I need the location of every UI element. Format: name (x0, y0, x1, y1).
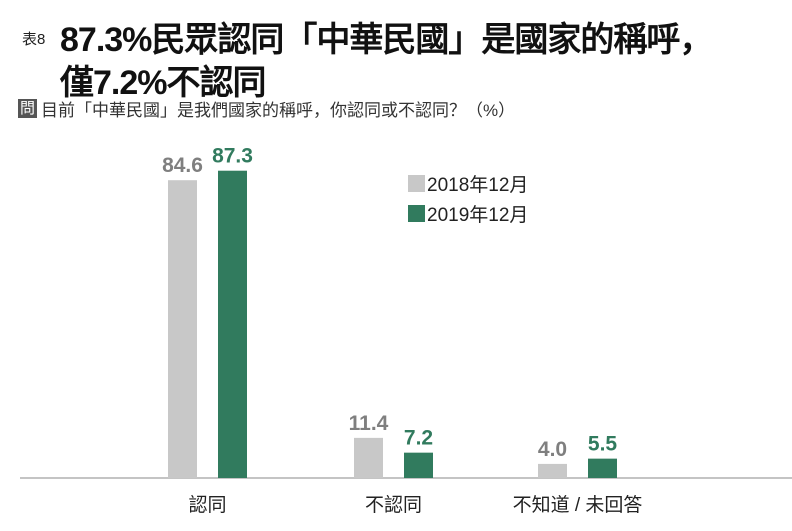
legend-swatch (408, 175, 425, 192)
question-text: 目前「中華民國」是我們國家的稱呼，你認同或不認同？（%） (41, 101, 516, 120)
legend-swatch (408, 205, 425, 222)
bar (354, 437, 383, 478)
question-badge: 問 (18, 99, 38, 118)
bar (218, 170, 247, 479)
data-label: 5.5 (588, 433, 618, 456)
data-label: 7.2 (404, 427, 433, 450)
legend-label: 2019年12月 (427, 204, 528, 226)
legend-label: 2018年12月 (427, 174, 528, 196)
data-label: 4.0 (538, 438, 567, 461)
data-label: 87.3 (212, 145, 253, 168)
data-label: 84.6 (162, 154, 203, 177)
question: 問 目前「中華民國」是我們國家的稱呼，你認同或不認同？（%） (18, 96, 515, 121)
bar (588, 458, 617, 478)
title-line-2: 僅7.2%不認同 (60, 64, 266, 102)
data-label: 11.4 (349, 412, 389, 435)
chart-number: 表8 (22, 31, 46, 48)
bar (404, 452, 433, 478)
x-tick-label: 不認同 (365, 494, 422, 516)
title-line-1: 87.3%民眾認同「中華民國」是國家的稱呼， (60, 21, 713, 59)
x-tick-label: 認同 (188, 494, 226, 516)
x-tick-label: 不知道 / 未回答 (513, 494, 643, 516)
bar (538, 463, 567, 478)
bar (168, 180, 197, 478)
